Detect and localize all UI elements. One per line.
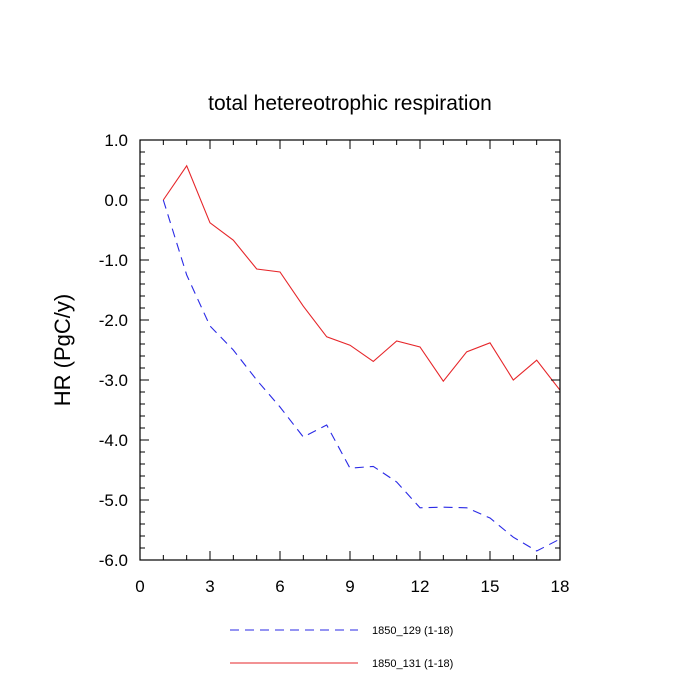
y-tick-label: -6.0 xyxy=(99,551,128,570)
y-tick-label: -4.0 xyxy=(99,431,128,450)
x-tick-label: 12 xyxy=(411,577,430,596)
ticks-layer: 0 3 6 9 12 15 18 1.0 0.0 -1.0 -2.0 -3.0 -4.0 -5.0 -6.0 xyxy=(99,131,570,596)
legend: 1850_129 (1-18) 1850_131 (1-18) xyxy=(230,625,453,670)
x-tick-label: 6 xyxy=(275,577,284,596)
x-tick-label: 9 xyxy=(345,577,354,596)
plot-frame xyxy=(139,139,561,561)
x-tick-label: 18 xyxy=(551,577,570,596)
y-tick-label: 0.0 xyxy=(104,191,128,210)
x-tick-label: 15 xyxy=(481,577,500,596)
series-layer xyxy=(162,164,561,552)
series-line-0 xyxy=(162,199,561,552)
x-tick-label: 3 xyxy=(205,577,214,596)
y-tick-label: 1.0 xyxy=(104,131,128,150)
y-tick-label: -2.0 xyxy=(99,311,128,330)
x-tick-label: 0 xyxy=(135,577,144,596)
legend-label-0: 1850_129 (1-18) xyxy=(372,625,453,637)
y-tick-label: -5.0 xyxy=(99,491,128,510)
series-line-1 xyxy=(162,164,561,391)
y-tick-label: -1.0 xyxy=(99,251,128,270)
y-axis-label: HR (PgC/y) xyxy=(50,294,75,406)
legend-label-1: 1850_131 (1-18) xyxy=(372,658,453,670)
chart-title: total hetereotrophic respiration xyxy=(208,92,492,115)
y-tick-label: -3.0 xyxy=(99,371,128,390)
